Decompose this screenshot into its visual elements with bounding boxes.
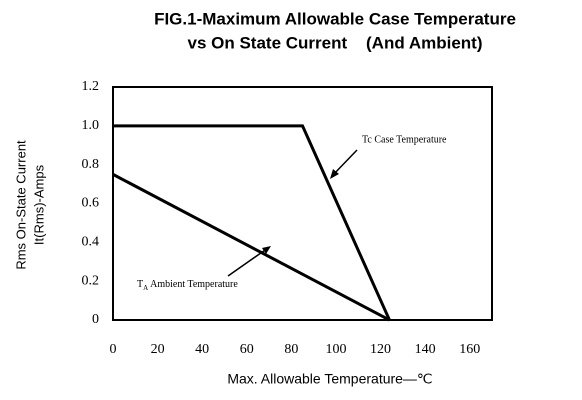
y-axis-label: It(Rms)-Amps [31,164,46,245]
x-tick-label: 100 [325,342,346,357]
x-tick-label: 40 [195,342,209,357]
chart-title: FIG.1-Maximum Allowable Case Temperature [154,9,516,28]
annotation: Tc Case Temperature [362,134,447,145]
x-tick-label: 140 [415,342,436,357]
series-line [113,124,391,321]
y-tick-label: 0 [92,312,99,327]
x-tick-label: 120 [370,342,391,357]
y-tick-label: 0.8 [82,157,100,172]
y-tick-label: 1.0 [82,118,100,133]
plot-frame [112,86,493,321]
x-tick-label: 60 [240,342,254,357]
arrow-head [330,169,339,179]
x-tick-label: 20 [151,342,165,357]
annotation: TA Ambient Temperature [137,279,238,291]
x-tick-label: 0 [110,342,117,357]
annotation: A [143,284,148,292]
x-tick-label: 80 [284,342,298,357]
y-tick-label: 0.6 [82,196,100,211]
annotation: Ambient Temperature [148,279,238,290]
y-tick-label: 1.2 [82,79,100,94]
annotation: T [137,279,143,290]
y-tick-label: 0.4 [82,235,100,250]
x-tick-label: 160 [459,342,480,357]
chart-title: vs On State Current (And Ambient) [187,33,482,52]
series-line [112,173,391,322]
arrow-head [262,246,271,254]
y-axis-label: Rms On-State Current [13,140,28,270]
y-tick-label: 0.2 [82,273,100,288]
x-axis-label: Max. Allowable Temperature—℃ [227,371,432,387]
